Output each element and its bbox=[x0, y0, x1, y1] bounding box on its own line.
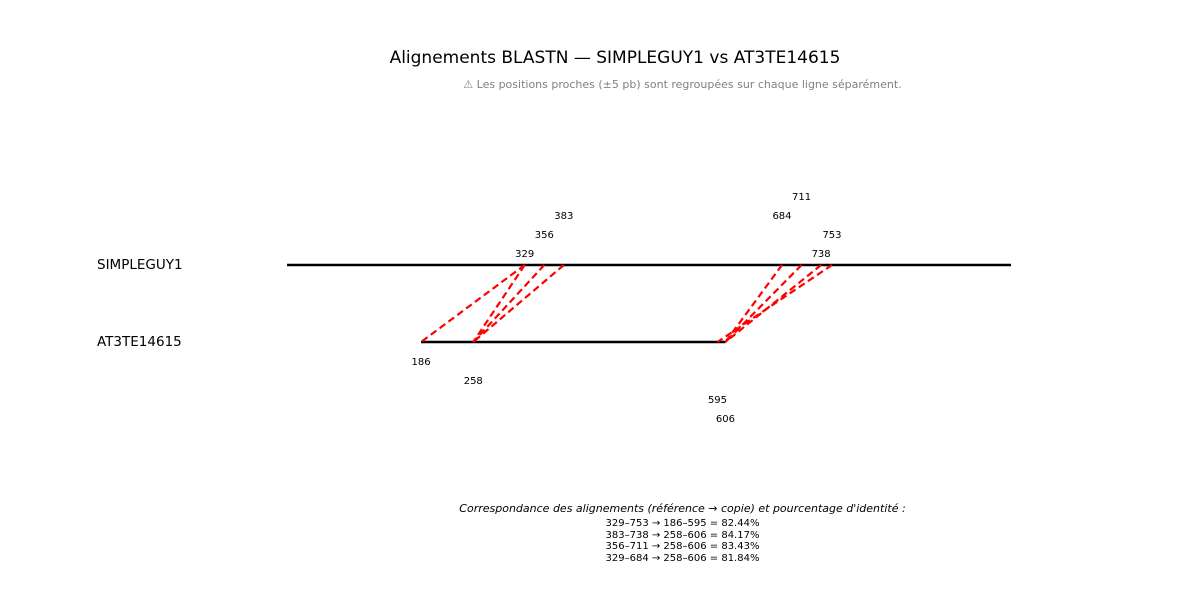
top-position-label: 356 bbox=[535, 230, 554, 241]
bottom-position-label: 258 bbox=[464, 376, 483, 387]
grouping-note: ⚠ Les positions proches (±5 pb) sont reg… bbox=[463, 78, 902, 91]
alignment-connector bbox=[472, 264, 565, 343]
legend-line: 329–684 → 258–606 = 81.84% bbox=[605, 552, 760, 564]
alignment-connector bbox=[724, 264, 783, 343]
alignment-connector bbox=[724, 264, 803, 343]
alignment-connector bbox=[420, 264, 526, 343]
legend-line: 383–738 → 258–606 = 84.17% bbox=[605, 529, 760, 541]
page-title: Alignements BLASTN — SIMPLEGUY1 vs AT3TE… bbox=[389, 48, 841, 68]
top-position-label: 753 bbox=[822, 230, 841, 241]
top-sequence-label: SIMPLEGUY1 bbox=[97, 257, 183, 273]
legend-title: Correspondance des alignements (référenc… bbox=[459, 502, 906, 515]
alignment-connector bbox=[472, 264, 546, 343]
legend-line: 329–753 → 186–595 = 82.44% bbox=[605, 518, 760, 529]
bottom-position-label: 595 bbox=[708, 395, 727, 406]
top-position-label: 738 bbox=[812, 249, 831, 260]
top-position-label: 329 bbox=[515, 249, 534, 260]
bottom-sequence-label: AT3TE14615 bbox=[97, 334, 182, 350]
legend: Correspondance des alignements (référenc… bbox=[0, 502, 1200, 564]
bottom-position-label: 606 bbox=[716, 414, 735, 425]
alignment-connector bbox=[724, 264, 822, 343]
legend-line: 356–711 → 258–606 = 83.43% bbox=[605, 541, 760, 552]
alignment-connector bbox=[472, 264, 526, 343]
top-position-label: 711 bbox=[792, 192, 811, 203]
bottom-position-label: 186 bbox=[412, 357, 431, 368]
top-position-label: 383 bbox=[554, 211, 573, 222]
top-position-label: 684 bbox=[772, 211, 791, 222]
